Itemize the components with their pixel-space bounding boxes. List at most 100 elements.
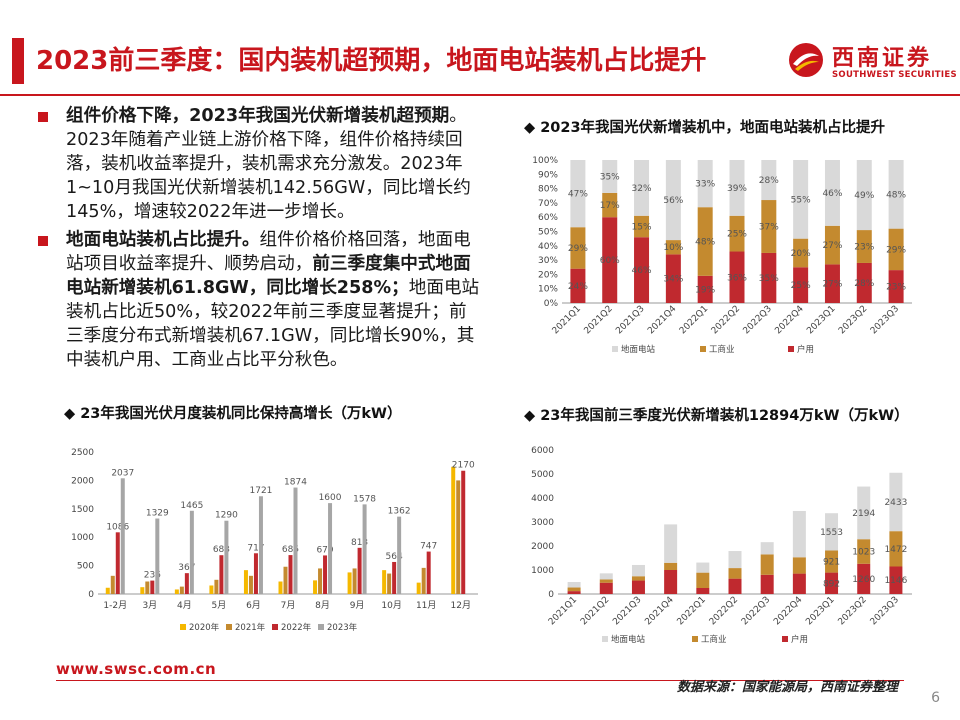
bar [288, 555, 293, 594]
data-label: 20% [791, 249, 811, 259]
data-label: 55% [791, 195, 811, 205]
data-label: 892 [823, 579, 840, 589]
data-label: 35% [600, 172, 620, 182]
legend-label: 户用 [797, 344, 814, 355]
data-label: 49% [854, 191, 874, 201]
legend-swatch [700, 346, 706, 352]
x-tick-label: 2021Q4 [646, 304, 679, 337]
bar-segment [857, 539, 871, 564]
bar [184, 573, 189, 594]
bar [421, 567, 426, 594]
legend-swatch [602, 636, 608, 642]
data-label: 1465 [180, 501, 203, 511]
bullet-item: 组件价格下降，2023年我国光伏新增装机超预期。2023年随着产业链上游价格下降… [36, 104, 482, 224]
bar-segment [631, 576, 645, 581]
bar-segment [825, 550, 839, 573]
data-label: 47% [568, 190, 588, 200]
x-tick-label: 2023Q2 [837, 595, 869, 627]
bar-segment [570, 227, 586, 269]
bar [456, 480, 461, 594]
legend-swatch [226, 624, 232, 630]
legend-swatch [692, 636, 698, 642]
data-label: 46% [822, 189, 842, 199]
data-label: 28% [759, 176, 779, 186]
title-divider [0, 94, 960, 96]
bar [214, 579, 219, 594]
y-tick-label: 70% [538, 199, 558, 209]
bar [150, 580, 155, 594]
y-tick-label: 0 [88, 590, 94, 600]
data-label: 1472 [884, 545, 907, 555]
data-label: 27% [822, 241, 842, 251]
data-label: 1721 [250, 486, 273, 496]
legend-label: 工商业 [701, 634, 727, 645]
monthly-chart-title: ◆ 23年我国光伏月度装机同比保持高增长（万kW） [64, 406, 402, 422]
bar-segment [729, 215, 745, 252]
bar [416, 582, 421, 594]
bullet-heading: 地面电站装机占比提升。 [66, 230, 260, 250]
bar-segment [599, 579, 613, 583]
bar [318, 568, 323, 594]
bar-segment [888, 228, 904, 271]
y-tick-label: 1000 [71, 533, 94, 543]
y-tick-label: 50% [538, 228, 558, 238]
bar [179, 586, 184, 594]
company-logo: 西南证券 SOUTHWEST SECURITIES [788, 38, 957, 86]
y-tick-label: 500 [77, 562, 94, 572]
monthly-chart: 0 500 1000 1500 2000 2500 1086 2037 1-2月 236 1329 3… [71, 448, 478, 633]
legend-swatch [180, 624, 186, 630]
data-label: 921 [823, 558, 840, 568]
data-label: 1578 [353, 494, 376, 504]
data-label: 1362 [388, 507, 411, 517]
bar [352, 568, 357, 594]
bar-segment [631, 580, 645, 594]
x-tick-label: 4月 [177, 600, 192, 611]
x-tick-label: 2022Q3 [742, 304, 774, 336]
bar [283, 566, 288, 594]
bar-segment [856, 160, 872, 231]
legend-swatch [782, 636, 788, 642]
data-label: 1553 [820, 528, 843, 538]
footer-divider [56, 680, 904, 681]
bar-segment [602, 217, 618, 303]
x-tick-label: 2023Q3 [869, 304, 901, 336]
y-tick-label: 80% [538, 185, 558, 195]
y-tick-label: 10% [538, 285, 558, 295]
y-tick-label: 3000 [531, 518, 554, 528]
bar-segment [760, 574, 774, 594]
data-label: 1023 [852, 547, 875, 557]
x-tick-label: 2022Q1 [676, 595, 708, 627]
data-label: 236 [144, 571, 161, 581]
legend-label: 2021年 [235, 622, 266, 633]
data-label: 2433 [884, 498, 907, 508]
data-label: 685 [282, 545, 299, 555]
y-tick-label: 4000 [531, 494, 554, 504]
bar-segment [696, 562, 710, 573]
x-tick-label: 2023Q1 [804, 595, 836, 627]
data-label: 23% [886, 283, 906, 293]
legend-swatch [612, 346, 618, 352]
x-tick-label: 2023Q3 [869, 595, 901, 627]
data-label: 1329 [146, 509, 169, 519]
x-tick-label: 2022Q4 [773, 304, 806, 337]
x-tick-label: 1-2月 [103, 600, 127, 611]
y-tick-label: 60% [538, 213, 558, 223]
bar-segment [665, 254, 681, 303]
bar [293, 487, 298, 594]
page-number: 6 [931, 690, 940, 706]
bar [278, 581, 283, 594]
bar-segment [697, 275, 713, 303]
x-tick-label: 2022Q1 [678, 304, 710, 336]
bullet-list: 组件价格下降，2023年我国光伏新增装机超预期。2023年随着产业链上游价格下降… [36, 104, 482, 376]
bar [426, 551, 431, 594]
bar [323, 555, 328, 594]
x-tick-label: 2023Q2 [837, 304, 869, 336]
footer-url[interactable]: www.swsc.com.cn [56, 660, 217, 678]
legend-label: 户用 [791, 634, 808, 645]
x-tick-label: 2022Q2 [708, 595, 740, 627]
bar [224, 520, 229, 594]
data-label: 747 [420, 542, 437, 552]
data-label: 813 [351, 538, 368, 548]
bar-segment [567, 591, 581, 594]
data-source: 数据来源：国家能源局，西南证券整理 [676, 680, 898, 695]
